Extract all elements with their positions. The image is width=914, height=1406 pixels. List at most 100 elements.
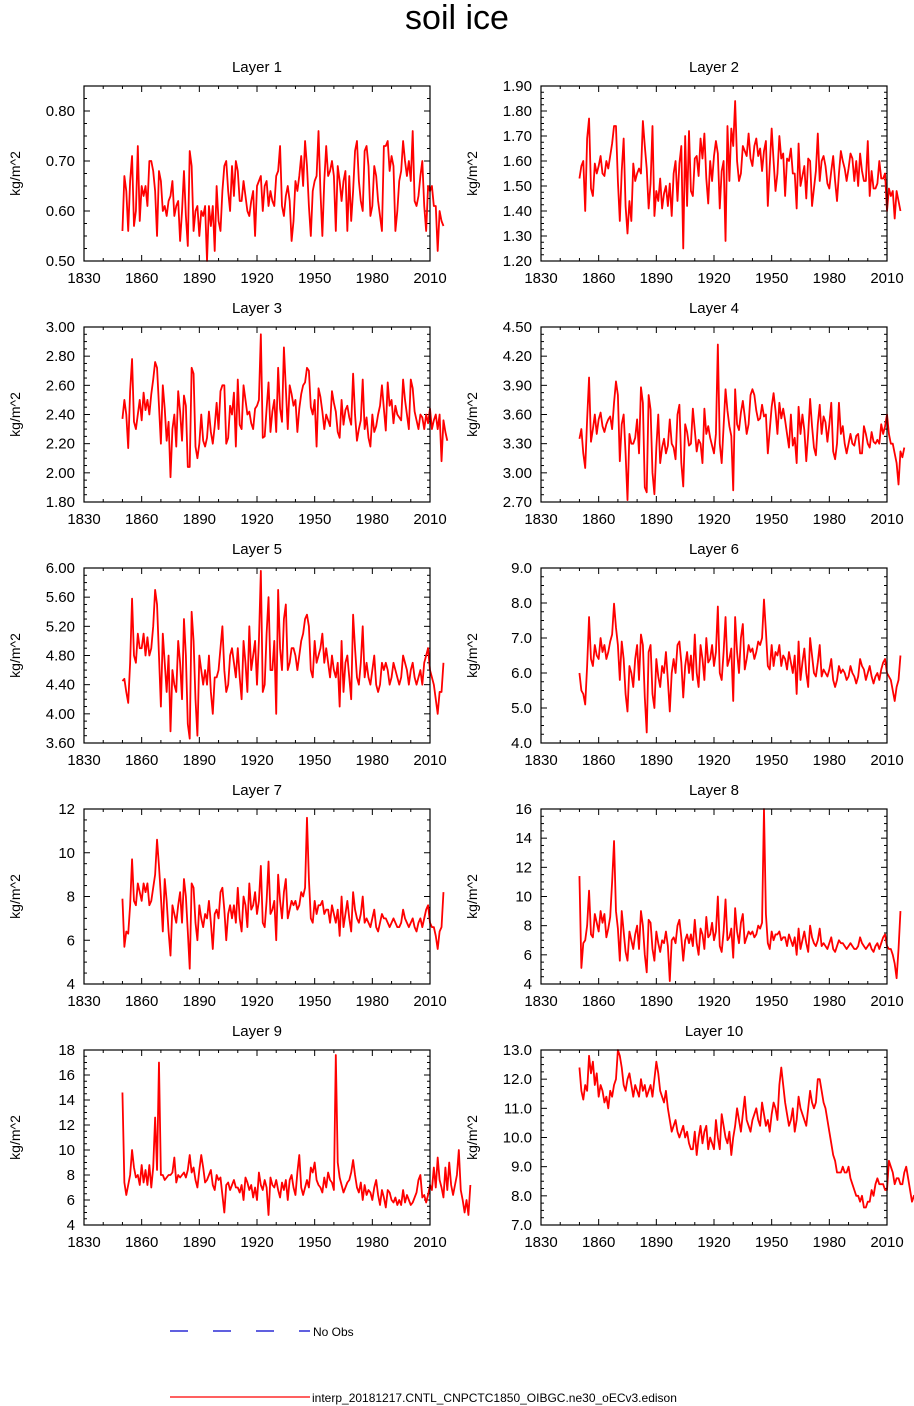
- series-line: [121, 130, 445, 262]
- y-tick-label: 8.0: [511, 595, 532, 612]
- y-tick-label: 6: [524, 947, 532, 964]
- y-tick-label: 10: [58, 1142, 75, 1159]
- legend-no-obs-label: No Obs: [313, 1325, 354, 1339]
- x-tick-label: 1890: [183, 752, 216, 769]
- x-tick-label: 1980: [356, 270, 389, 287]
- x-tick-label: 1890: [183, 270, 216, 287]
- y-tick-label: 3.60: [46, 735, 75, 752]
- plot-frame: [540, 567, 888, 744]
- panel-title: Layer 5: [232, 541, 282, 558]
- series-line: [578, 1049, 914, 1209]
- x-tick-label: 1860: [582, 270, 615, 287]
- x-tick-label: 1950: [755, 752, 788, 769]
- y-tick-label: 1.30: [503, 228, 532, 245]
- figure-title: soil ice: [405, 0, 509, 37]
- y-tick-label: 14: [58, 1092, 75, 1109]
- x-tick-label: 1980: [356, 511, 389, 528]
- legend-case-label: interp_20181217.CNTL_CNPCTC1850_OIBGC.ne…: [312, 1391, 677, 1405]
- series-line: [121, 570, 445, 740]
- x-tick-label: 1920: [697, 270, 730, 287]
- y-tick-label: 7.0: [511, 1217, 532, 1234]
- panel-title: Layer 10: [685, 1023, 743, 1040]
- x-tick-label: 1890: [640, 511, 673, 528]
- y-tick-label: 4.00: [46, 706, 75, 723]
- x-tick-label: 1980: [356, 1234, 389, 1251]
- x-tick-label: 1830: [67, 752, 100, 769]
- panel-title: Layer 2: [689, 59, 739, 76]
- y-axis-label: kg/m^2: [7, 1115, 23, 1160]
- panel-layer-9: Layer 9 kg/m^2 1830 1860 1890 1920 1950 1980 201…: [7, 1023, 472, 1251]
- plot-frame: [83, 567, 431, 744]
- x-tick-label: 2010: [870, 1234, 903, 1251]
- y-tick-label: 5.20: [46, 618, 75, 635]
- x-tick-label: 1920: [240, 1234, 273, 1251]
- x-tick-label: 1980: [813, 752, 846, 769]
- y-tick-label: 12: [58, 801, 75, 818]
- x-tick-label: 2010: [413, 993, 446, 1010]
- y-tick-label: 16: [515, 801, 532, 818]
- y-tick-label: 11.0: [504, 1100, 532, 1117]
- x-tick-label: 1950: [298, 511, 331, 528]
- y-tick-label: 3.00: [503, 465, 532, 482]
- y-tick-label: 0.80: [46, 103, 75, 120]
- x-tick-label: 1860: [582, 511, 615, 528]
- y-tick-label: 14: [515, 830, 532, 847]
- y-tick-label: 12: [58, 1117, 75, 1134]
- x-tick-label: 2010: [413, 1234, 446, 1251]
- x-tick-label: 2010: [870, 511, 903, 528]
- panel-layer-1: Layer 1 kg/m^2 1830 1860 1890 1920 1950 1980 201…: [7, 59, 447, 287]
- y-tick-label: 4: [67, 976, 75, 993]
- series-line: [578, 100, 902, 250]
- x-tick-label: 1920: [697, 752, 730, 769]
- x-tick-label: 1950: [755, 511, 788, 528]
- y-tick-label: 1.60: [503, 153, 532, 170]
- y-tick-label: 8: [524, 918, 532, 935]
- series-line: [121, 816, 445, 970]
- series-line: [121, 333, 449, 479]
- y-tick-label: 4: [524, 976, 532, 993]
- x-tick-label: 1830: [67, 270, 100, 287]
- x-tick-label: 1950: [298, 270, 331, 287]
- series-line: [578, 343, 906, 501]
- series-line: [121, 1054, 472, 1216]
- x-tick-label: 1980: [356, 752, 389, 769]
- x-tick-label: 1950: [755, 1234, 788, 1251]
- y-tick-label: 4.0: [511, 735, 532, 752]
- y-tick-label: 6.0: [511, 665, 532, 682]
- x-tick-label: 1860: [125, 993, 158, 1010]
- panel-title: Layer 1: [232, 59, 282, 76]
- x-tick-label: 1830: [67, 1234, 100, 1251]
- x-tick-label: 1920: [240, 752, 273, 769]
- x-tick-label: 1890: [183, 993, 216, 1010]
- x-tick-label: 1980: [356, 993, 389, 1010]
- y-tick-label: 12: [515, 859, 532, 876]
- y-tick-label: 9.0: [511, 1159, 532, 1176]
- x-tick-label: 1860: [582, 1234, 615, 1251]
- x-tick-label: 1920: [240, 993, 273, 1010]
- x-tick-label: 1950: [755, 993, 788, 1010]
- y-tick-label: 16: [58, 1067, 75, 1084]
- x-tick-label: 2010: [413, 511, 446, 528]
- y-tick-label: 13.0: [503, 1042, 532, 1059]
- y-tick-label: 5.0: [511, 700, 532, 717]
- x-tick-label: 1920: [697, 993, 730, 1010]
- x-tick-label: 1830: [67, 993, 100, 1010]
- y-tick-label: 4.80: [46, 648, 75, 665]
- x-tick-label: 1950: [298, 1234, 331, 1251]
- x-tick-label: 1830: [524, 752, 557, 769]
- y-tick-label: 3.00: [46, 319, 75, 336]
- y-axis-label: kg/m^2: [7, 151, 23, 196]
- panel-layer-4: Layer 4 kg/m^2 1830 1860 1890 1920 1950 1980 201…: [464, 300, 906, 528]
- x-tick-label: 1890: [640, 1234, 673, 1251]
- y-tick-label: 2.60: [46, 377, 75, 394]
- y-tick-label: 3.30: [503, 436, 532, 453]
- y-tick-label: 18: [58, 1042, 75, 1059]
- series-line: [578, 598, 902, 734]
- x-tick-label: 1860: [125, 511, 158, 528]
- y-tick-label: 10: [515, 889, 532, 906]
- y-axis-label: kg/m^2: [7, 874, 23, 919]
- y-tick-label: 2.20: [46, 436, 75, 453]
- x-tick-label: 2010: [870, 752, 903, 769]
- y-tick-label: 2.80: [46, 348, 75, 365]
